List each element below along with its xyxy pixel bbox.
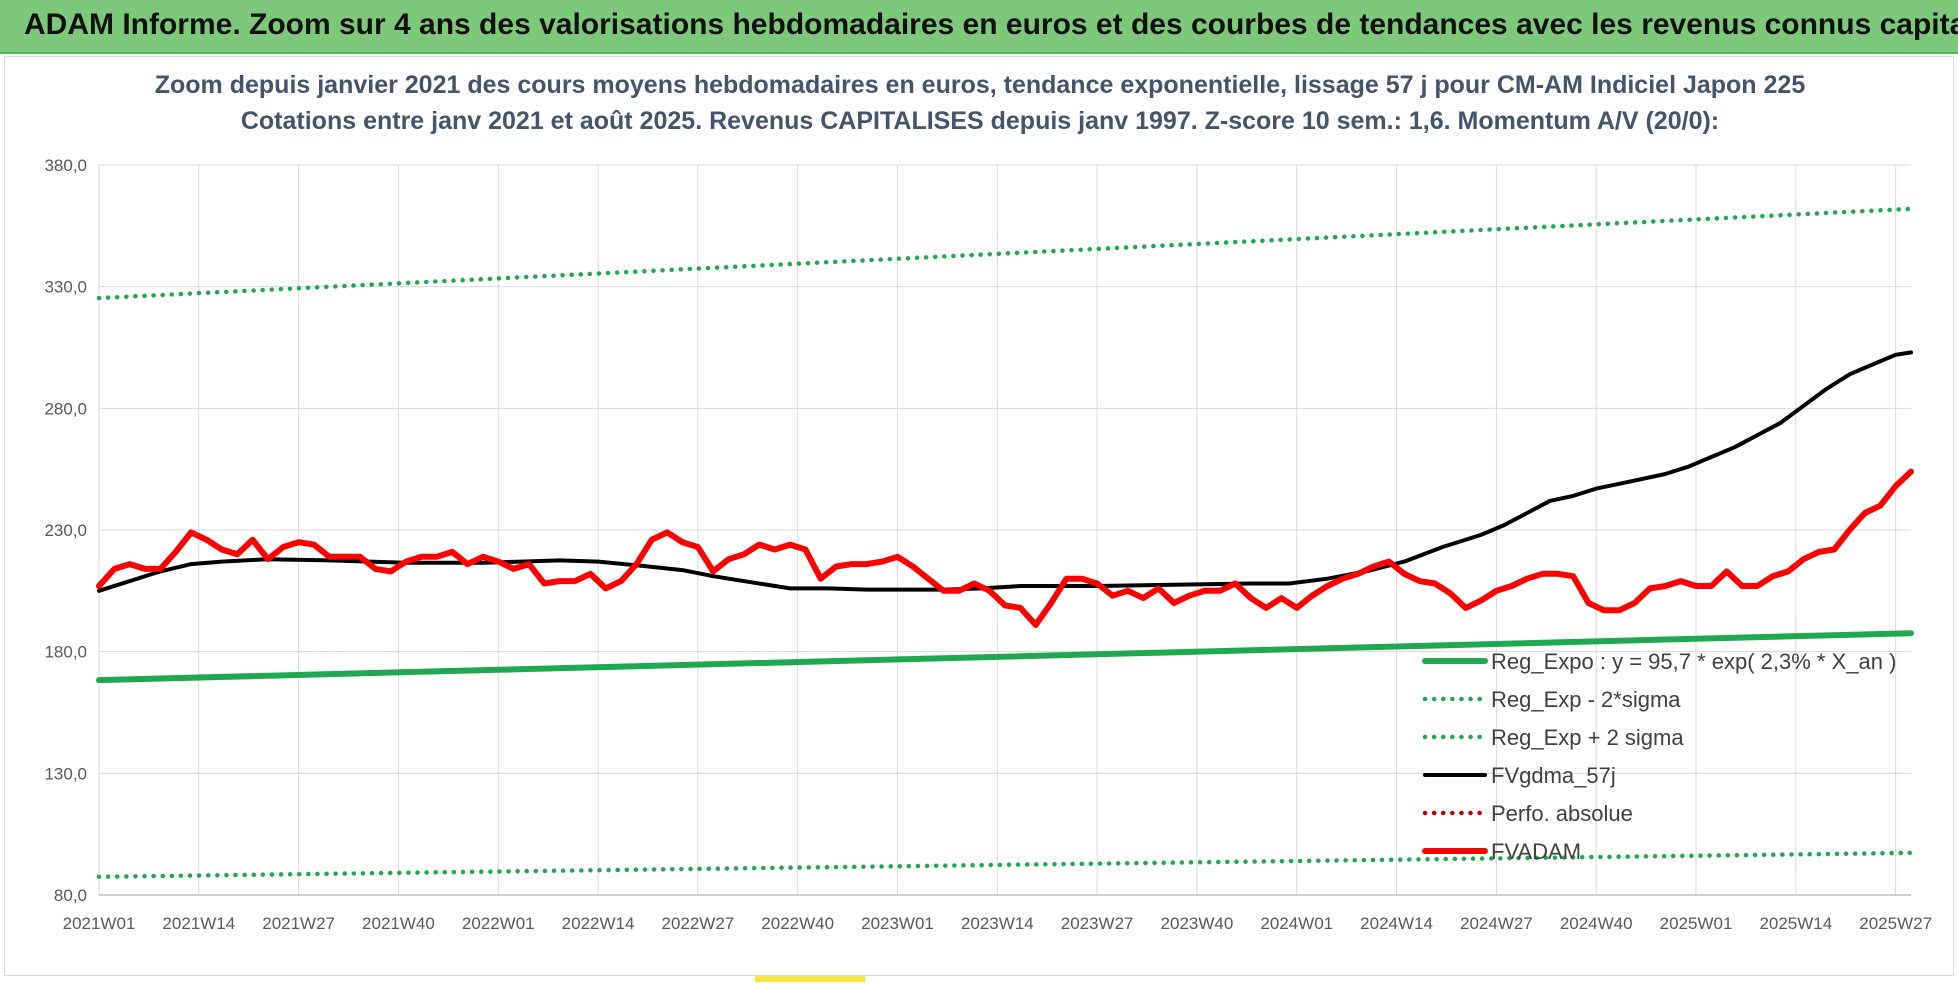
x-tick-label: 2024W01: [1260, 914, 1333, 933]
x-tick-label: 2023W14: [961, 914, 1034, 933]
series-line-2: [96, 206, 1914, 301]
x-tick-label: 2021W27: [262, 914, 335, 933]
x-tick-label: 2025W01: [1660, 914, 1733, 933]
grid-layer: [98, 164, 1911, 896]
y-tick-label: 380,0: [44, 156, 87, 175]
chart-area: Zoom depuis janvier 2021 des cours moyen…: [4, 56, 1954, 976]
x-tick-label: 2022W14: [562, 914, 635, 933]
legend-entry: Perfo. absolue: [1491, 801, 1633, 826]
x-tick-label: 2021W01: [63, 914, 136, 933]
y-tick-label: 80,0: [54, 886, 87, 905]
series-line-3: [97, 350, 1913, 593]
x-tick-label: 2023W27: [1061, 914, 1134, 933]
y-tick-label: 130,0: [44, 764, 87, 783]
x-tick-label: 2022W01: [462, 914, 535, 933]
chart-svg: Zoom depuis janvier 2021 des cours moyen…: [44, 71, 1932, 933]
legend-entry: FVgdma_57j: [1491, 763, 1616, 788]
x-tick-label: 2024W40: [1560, 914, 1633, 933]
chart-subtitle: Cotations entre janv 2021 et août 2025. …: [241, 107, 1719, 135]
x-tick-label: 2021W14: [162, 914, 235, 933]
series-layer: [96, 206, 1914, 880]
x-tick-label: 2025W14: [1759, 914, 1832, 933]
x-tick-label: 2022W40: [761, 914, 834, 933]
banner-title: ADAM Informe. Zoom sur 4 ans des valoris…: [24, 8, 1958, 41]
x-tick-label: 2021W40: [362, 914, 435, 933]
x-tick-label: 2024W27: [1460, 914, 1533, 933]
chart-title: Zoom depuis janvier 2021 des cours moyen…: [155, 71, 1806, 99]
y-tick-label: 230,0: [44, 521, 87, 540]
x-tick-label: 2023W40: [1161, 914, 1234, 933]
y-tick-label: 180,0: [44, 643, 87, 662]
series-line-0: [96, 630, 1914, 684]
x-tick-label: 2025W27: [1859, 914, 1932, 933]
bottom-accent-bar: [755, 976, 865, 982]
x-tick-label: 2022W27: [661, 914, 734, 933]
y-tick-label: 280,0: [44, 399, 87, 418]
y-tick-label: 330,0: [44, 278, 87, 297]
legend-entry: Reg_Exp - 2*sigma: [1491, 687, 1681, 712]
axis-layer: 80,0 130,0 180,0 230,0 280,0 330,0 380,0 2021W0…: [44, 156, 1932, 933]
x-tick-label: 2024W14: [1360, 914, 1433, 933]
series-line-5: [96, 468, 1914, 628]
legend-entry: FVADAM: [1491, 839, 1581, 864]
legend-entry: Reg_Exp + 2 sigma: [1491, 725, 1684, 750]
x-tick-label: 2023W01: [861, 914, 934, 933]
legend-entry: Reg_Expo : y = 95,7 * exp( 2,3% * X_an ): [1491, 649, 1896, 674]
legend: Reg_Expo : y = 95,7 * exp( 2,3% * X_an )…: [1422, 649, 1896, 864]
series-line-1: [96, 850, 1914, 880]
header-banner: ADAM Informe. Zoom sur 4 ans des valoris…: [0, 0, 1958, 54]
